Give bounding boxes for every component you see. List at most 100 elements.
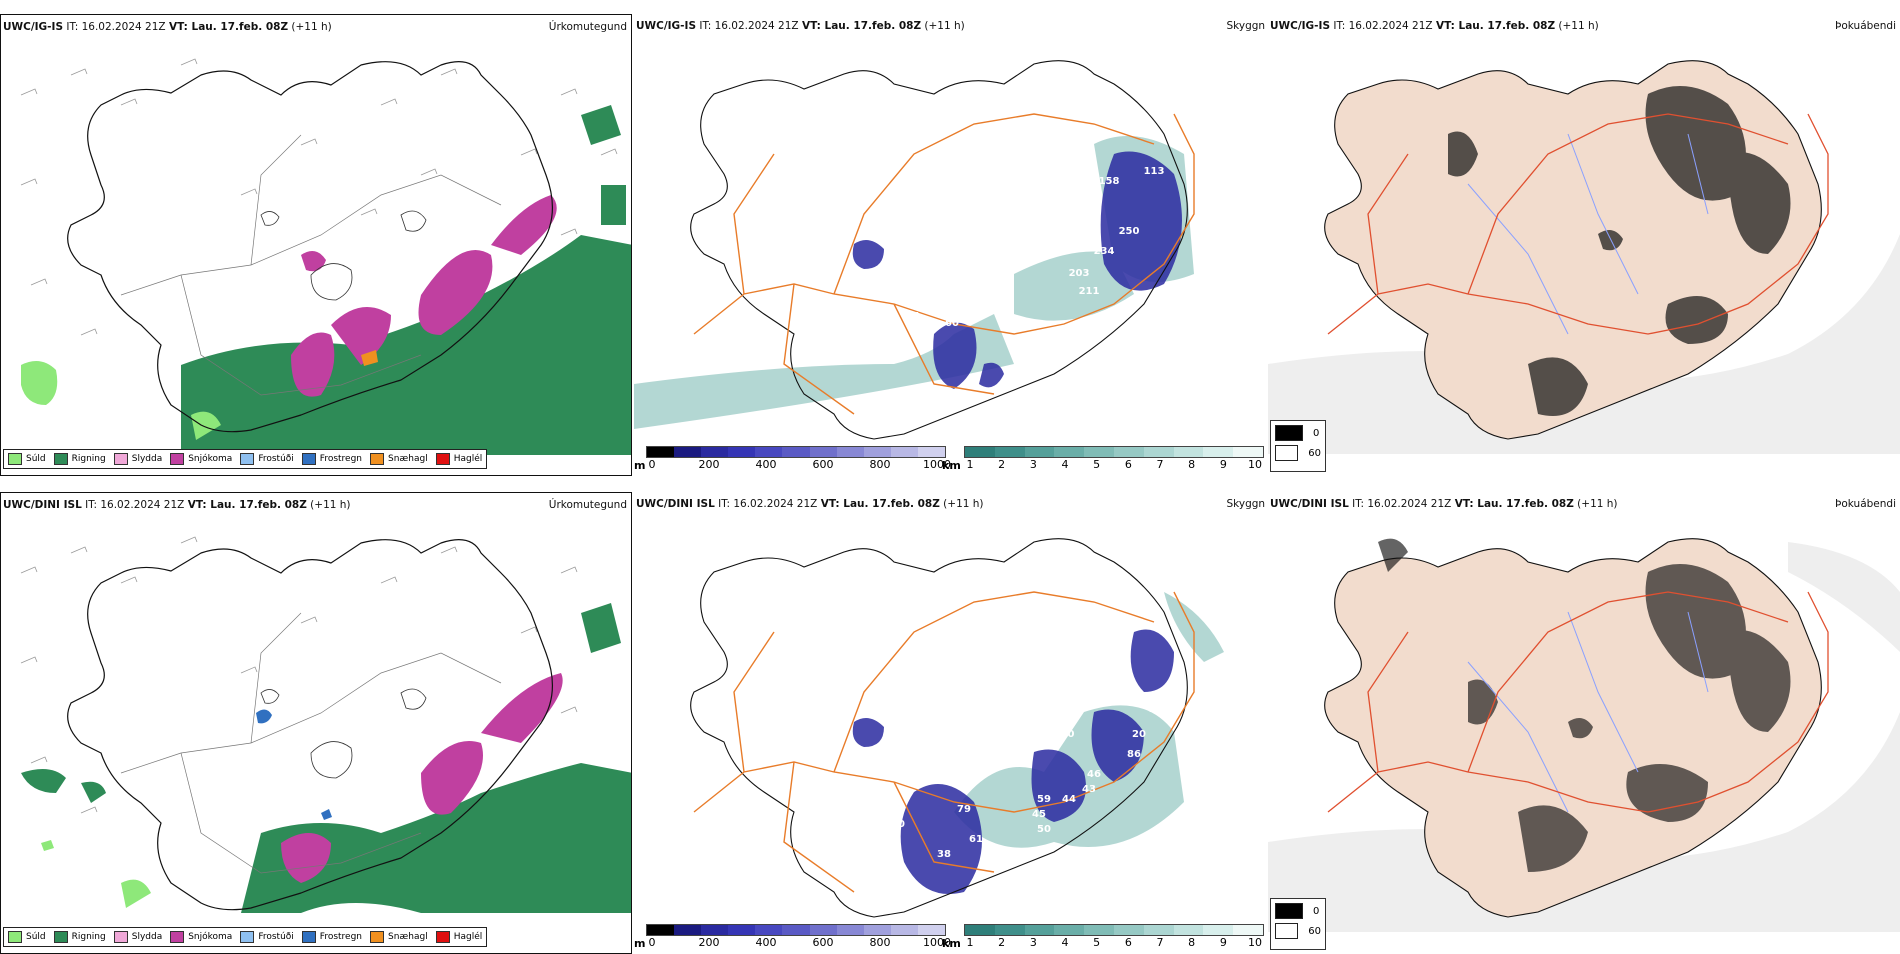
- legend-label: Haglél: [453, 932, 483, 942]
- precip-legend-item: Snæhagl: [370, 453, 428, 465]
- colorbar-step: [1024, 447, 1055, 457]
- rivers: [1467, 611, 1709, 813]
- roads: [120, 134, 502, 396]
- colorbar-step: [809, 925, 837, 935]
- precip-legend-item: Frostúði: [240, 931, 294, 943]
- fog-panel-2: UWC/DINI ISL IT: 16.02.2024 21Z VT: Lau.…: [1268, 492, 1900, 954]
- roads: [1327, 113, 1829, 335]
- cloudbase-label: 86: [1127, 749, 1141, 760]
- colorbar-tick: 5: [1093, 936, 1101, 949]
- colorbar-step: [994, 925, 1025, 935]
- cloudbase-unit: m: [634, 937, 646, 950]
- panel-title: Þokuábendi: [1835, 498, 1896, 510]
- colorbar-step: [1113, 447, 1144, 457]
- colorbar-tick: 600: [812, 936, 834, 949]
- panel-header: UWC/DINI ISL IT: 16.02.2024 21Z VT: Lau.…: [1270, 498, 1618, 510]
- panel-title: Úrkomutegund: [548, 499, 627, 511]
- legend-swatch: [53, 453, 68, 465]
- colorbar-step: [647, 447, 675, 457]
- cloudbase-label: 58: [945, 684, 959, 695]
- precip-legend: Súld Rigning Slydda Snjókoma Frostúði Frostre…: [3, 449, 488, 469]
- precip-legend-item: Haglél: [435, 453, 482, 465]
- legend-label: Frostúði: [258, 454, 294, 464]
- cloudbase-label: 60: [945, 318, 959, 329]
- glacier-outlines: [260, 210, 427, 301]
- colorbar-step: [728, 925, 756, 935]
- legend-swatch: [240, 931, 255, 943]
- legend-label: Snjókoma: [188, 454, 233, 464]
- legend-swatch: [170, 453, 185, 465]
- cloudbase-unit: m: [634, 459, 646, 472]
- fog-legend-label-0: 0: [1313, 905, 1320, 917]
- colorbar-tick: 9: [1219, 458, 1227, 471]
- cloudbase-label: 211: [1079, 286, 1100, 297]
- colorbar-step: [890, 925, 918, 935]
- panel-header: UWC/IG-IS IT: 16.02.2024 21Z VT: Lau. 17…: [3, 21, 332, 33]
- fog-map: [1268, 60, 1900, 454]
- colorbar-step: [755, 447, 783, 457]
- cloudbase-label: 234: [1094, 246, 1115, 257]
- visibility-panel-2: UWC/DINI ISL IT: 16.02.2024 21Z VT: Lau.…: [634, 492, 1266, 954]
- precip-legend-item: Rigning: [53, 931, 106, 943]
- precip-legend-item: Haglél: [435, 931, 483, 943]
- colorbar-step: [863, 925, 891, 935]
- visibility-map: 98 81 21 383 101 97 60 158 113 250 234 203 211: [634, 60, 1195, 440]
- cloudbase-label: 20: [1132, 729, 1146, 740]
- colorbar-step: [1054, 447, 1085, 457]
- visibility-unit: km: [942, 937, 961, 950]
- snow-area: [281, 673, 563, 883]
- iceland-coast: [67, 61, 554, 433]
- visibility-shading: [954, 592, 1224, 848]
- cloudbase-label: 61: [969, 834, 983, 845]
- legend-swatch: [8, 453, 22, 465]
- panel-title: Þokuábendi: [1835, 20, 1896, 32]
- panel-header: UWC/DINI ISL IT: 16.02.2024 21Z VT: Lau.…: [636, 498, 984, 510]
- legend-label: Súld: [26, 932, 46, 942]
- colorbar-step: [674, 925, 702, 935]
- colorbar-tick: 3: [1029, 458, 1037, 471]
- colorbar-tick: 10: [1248, 936, 1262, 949]
- colorbar-step: [1084, 447, 1114, 457]
- precip-type-panel-2: UWC/DINI ISL IT: 16.02.2024 21Z VT: Lau.…: [0, 492, 632, 954]
- legend-swatch: [53, 931, 68, 943]
- drizzle-area: [21, 361, 221, 440]
- colorbar-tick: 1000: [923, 458, 951, 471]
- colorbar-tick: 6: [1124, 458, 1132, 471]
- legend-swatch: [113, 453, 128, 465]
- panel-title: Úrkomutegund: [548, 21, 627, 33]
- precip-legend-item: Slydda: [113, 453, 162, 465]
- colorbar-tick: 1: [966, 936, 974, 949]
- cloudbase-label: 43: [1082, 784, 1096, 795]
- precip-legend-item: Snjókoma: [170, 453, 232, 465]
- cloudbase-label: 125: [784, 574, 805, 585]
- colorbar-tick: 400: [755, 458, 777, 471]
- cloudbase-label: 98: [855, 196, 869, 207]
- colorbar-step: [1233, 925, 1263, 935]
- cloudbase-label: 34: [875, 794, 889, 805]
- colorbar-tick: 1000: [923, 936, 951, 949]
- cloudbase-label: 250: [1119, 226, 1140, 237]
- precip-map: [20, 536, 631, 913]
- colorbar-step: [1143, 925, 1174, 935]
- fog-legend: 0 60: [1270, 898, 1326, 950]
- roads: [693, 113, 1195, 415]
- precip-legend-item: Súld: [8, 453, 46, 465]
- cloudbase-label: 383: [924, 276, 945, 287]
- cloudbase-label: 59: [1037, 794, 1051, 805]
- fog-legend-label-0: 0: [1313, 427, 1320, 439]
- precip-type-panel-1: UWC/IG-IS IT: 16.02.2024 21Z VT: Lau. 17…: [0, 14, 632, 476]
- ice-pellet-area: [361, 350, 378, 366]
- rain-area: [181, 105, 631, 455]
- cloudbase-label: 46: [1087, 769, 1101, 780]
- fog-index-dark: [1378, 538, 1791, 872]
- colorbar-step: [965, 925, 995, 935]
- colorbar-tick: 800: [869, 936, 891, 949]
- cloudbase-label: 89: [1107, 594, 1121, 605]
- colorbar-step: [1203, 925, 1234, 935]
- cloudbase-label: 158: [1099, 176, 1120, 187]
- roads: [693, 591, 1195, 893]
- cloudbase-label: 101: [949, 288, 970, 299]
- colorbar-tick: 600: [812, 458, 834, 471]
- legend-label: Rigning: [71, 454, 106, 464]
- colorbar-tick: 4: [1061, 458, 1069, 471]
